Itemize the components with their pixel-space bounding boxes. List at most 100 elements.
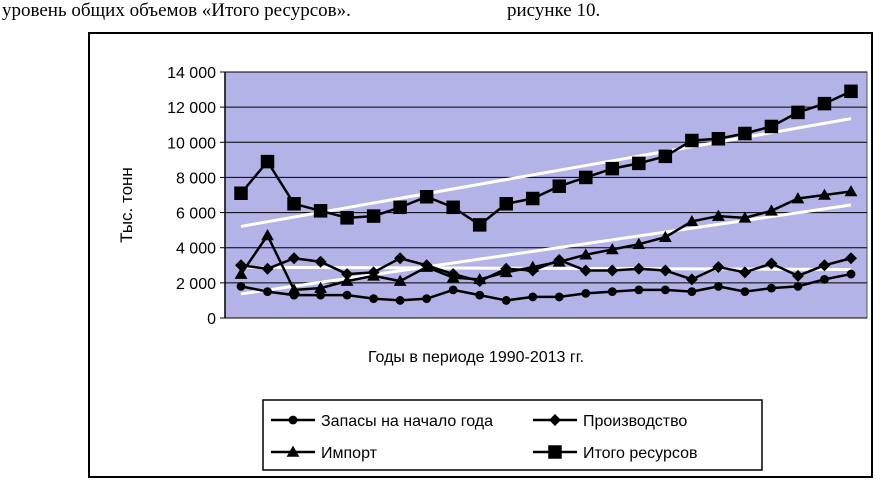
gridlines — [225, 71, 867, 319]
data-point — [817, 96, 832, 111]
data-point — [340, 211, 354, 225]
data-point — [632, 237, 646, 249]
caption-text-left: уровень общих объемов «Итого ресурсов». — [2, 0, 351, 21]
series-line — [240, 272, 852, 302]
data-point — [395, 296, 405, 305]
data-point — [658, 230, 672, 242]
x-axis-label: Годы в периоде 1990-2013 гг. — [368, 349, 584, 366]
caption-text-right: рисунке 10. — [507, 0, 601, 21]
data-point — [419, 190, 434, 204]
data-point — [581, 289, 591, 298]
data-point — [394, 252, 407, 265]
data-point — [528, 292, 538, 302]
data-point — [475, 290, 485, 300]
legend-item: Запасы на начало года — [271, 413, 493, 430]
data-point — [526, 260, 540, 272]
legend-marker — [549, 414, 561, 426]
data-point — [579, 248, 593, 260]
data-point — [632, 262, 645, 275]
data-point — [499, 197, 513, 211]
series-square — [234, 84, 858, 232]
data-point — [234, 267, 248, 279]
data-point — [844, 84, 858, 99]
data-point — [393, 274, 407, 286]
data-point — [846, 269, 856, 279]
data-point — [791, 192, 805, 204]
data-point — [234, 186, 248, 200]
data-point — [740, 287, 750, 297]
data-point — [236, 281, 246, 291]
data-point — [658, 149, 673, 164]
data-point — [316, 290, 325, 300]
data-point — [605, 161, 620, 176]
data-point — [552, 255, 566, 267]
series-circle — [236, 269, 856, 305]
legend: Запасы на начало года Производство Импорт И… — [262, 399, 763, 471]
data-point — [288, 252, 301, 265]
data-point — [261, 262, 274, 275]
data-point — [341, 268, 354, 281]
y-tick-label: 4 000 — [176, 241, 216, 258]
data-point — [525, 191, 540, 206]
data-point — [791, 105, 805, 120]
data-point — [263, 287, 272, 297]
data-point — [554, 292, 564, 302]
legend-label: Импорт — [321, 445, 378, 462]
data-point — [818, 259, 831, 272]
y-tick-label: 8 000 — [176, 170, 216, 187]
data-point — [287, 283, 301, 295]
data-point — [501, 296, 511, 305]
data-point — [369, 294, 379, 304]
y-tick-label: 10 000 — [167, 135, 216, 152]
data-point — [767, 283, 776, 293]
plot-area — [224, 71, 868, 319]
data-point — [287, 197, 301, 211]
data-point — [765, 257, 778, 270]
data-point — [448, 285, 458, 295]
y-tick-label: 6 000 — [176, 206, 216, 223]
data-point — [552, 179, 567, 193]
data-point — [314, 281, 327, 293]
data-point — [446, 271, 460, 283]
data-point — [765, 204, 778, 216]
data-point — [261, 229, 274, 241]
legend-marker — [288, 415, 298, 425]
data-point — [844, 185, 858, 197]
data-point — [685, 273, 698, 286]
data-point — [711, 132, 726, 146]
trendline — [240, 265, 852, 271]
data-point — [342, 290, 352, 300]
legend-item: Производство — [533, 413, 687, 430]
data-point — [818, 188, 831, 200]
data-point — [579, 170, 593, 185]
series-triangle — [234, 185, 858, 295]
data-point — [393, 200, 407, 215]
legend-label: Итого ресурсов — [583, 445, 697, 462]
data-point — [260, 154, 275, 169]
y-tick-label: 0 — [207, 311, 216, 328]
data-point — [340, 274, 354, 286]
data-point — [605, 243, 619, 255]
data-point — [634, 285, 644, 295]
data-point — [660, 285, 670, 295]
legend-label: Запасы на начало года — [321, 413, 493, 430]
y-axis-ticks: 0 2 000 4 000 6 000 8 000 10 000 12 000 14 000 — [167, 65, 226, 328]
data-point — [685, 133, 699, 148]
data-point — [793, 281, 803, 291]
data-point — [711, 209, 725, 221]
legend-marker — [548, 445, 562, 459]
data-point — [738, 211, 752, 223]
legend-item: Импорт — [271, 445, 378, 462]
data-point — [845, 252, 857, 265]
y-tick-label: 14 000 — [167, 65, 216, 82]
data-point — [738, 126, 752, 141]
data-point — [367, 269, 381, 281]
data-point — [420, 260, 434, 272]
data-point — [738, 266, 751, 279]
data-point — [607, 287, 617, 297]
data-point — [422, 294, 432, 304]
data-point — [499, 265, 513, 278]
y-tick-label: 2 000 — [176, 276, 216, 293]
data-point — [446, 200, 460, 215]
